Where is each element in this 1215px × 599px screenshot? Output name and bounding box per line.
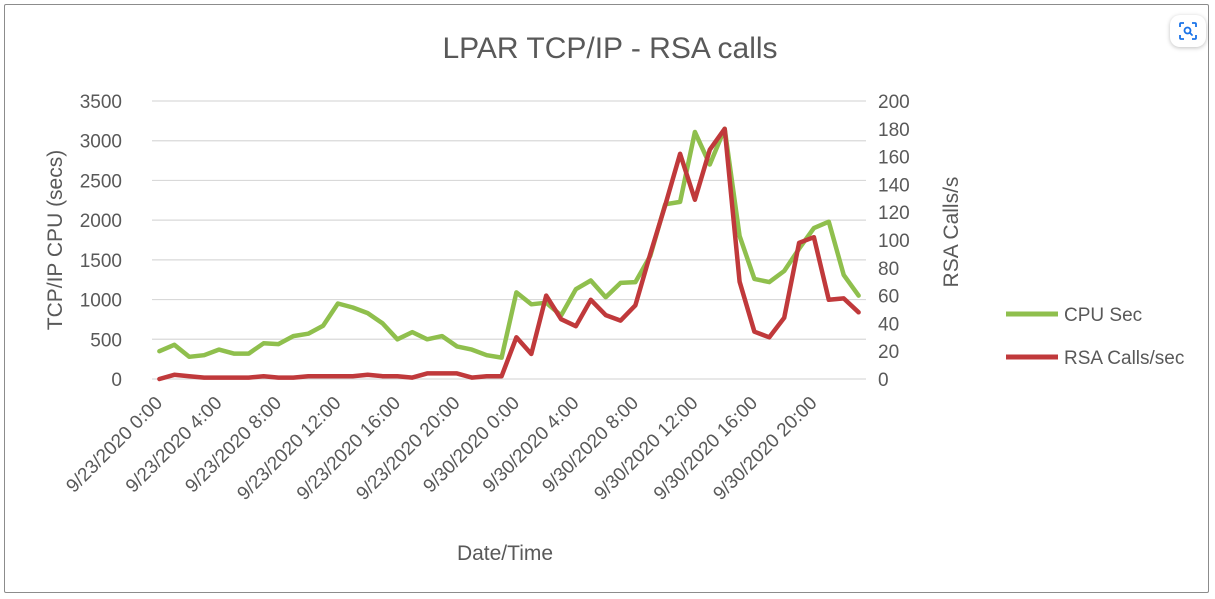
right-axis-tick-label: 100 <box>878 231 910 252</box>
left-axis-tick-label: 3000 <box>80 132 122 153</box>
image-search-icon <box>1178 21 1198 41</box>
x-axis-tick-label: 9/23/2020 12:00 <box>233 393 345 505</box>
series-line-rsa-calls <box>157 126 861 382</box>
x-axis-label: Date/Time <box>457 542 553 565</box>
right-axis-tick-label: 140 <box>878 175 910 196</box>
x-axis-tick-label: 9/23/2020 20:00 <box>352 393 464 505</box>
right-axis-label: RSA Calls/s <box>940 177 963 288</box>
x-axis-tick-label: 9/30/2020 12:00 <box>590 393 702 505</box>
left-axis-tick-label: 2500 <box>80 171 122 192</box>
legend: CPU Sec RSA Calls/sec <box>1006 305 1184 369</box>
series-line-cpu-sec <box>157 126 861 360</box>
right-axis-tick-label: 20 <box>878 342 899 363</box>
x-axis-ticks: 9/23/2020 0:009/23/2020 4:009/23/2020 8:… <box>62 393 821 505</box>
legend-label: RSA Calls/sec <box>1064 348 1184 369</box>
left-axis-tick-label: 500 <box>90 330 122 351</box>
right-axis-tick-label: 0 <box>878 370 889 391</box>
x-axis-tick-label: 9/30/2020 20:00 <box>709 393 821 505</box>
right-axis-tick-label: 80 <box>878 259 899 280</box>
left-axis-ticks: 0 500 1000 1500 2000 2500 3000 3500 <box>80 92 122 391</box>
x-axis-tick-label: 9/30/2020 16:00 <box>650 393 762 505</box>
series-lines <box>157 126 861 382</box>
right-axis-tick-label: 120 <box>878 203 910 224</box>
right-axis-tick-label: 160 <box>878 148 910 169</box>
image-search-button[interactable] <box>1170 15 1206 47</box>
gridlines <box>152 100 866 380</box>
right-axis-tick-label: 40 <box>878 314 899 335</box>
chart-title: LPAR TCP/IP - RSA calls <box>442 32 777 65</box>
left-axis-tick-label: 1500 <box>80 251 122 272</box>
x-axis-tick-label: 9/23/2020 16:00 <box>293 393 405 505</box>
right-axis-tick-label: 200 <box>878 92 910 113</box>
right-axis-tick-label: 60 <box>878 287 899 308</box>
right-axis-ticks: 0 20 40 60 80 100 120 140 160 180 200 <box>878 92 910 391</box>
legend-label: CPU Sec <box>1064 305 1142 326</box>
left-axis-tick-label: 3500 <box>80 92 122 113</box>
left-axis-label: TCP/IP CPU (secs) <box>44 150 67 330</box>
right-axis-tick-label: 180 <box>878 120 910 141</box>
left-axis-tick-label: 2000 <box>80 211 122 232</box>
left-axis-tick-label: 0 <box>111 370 122 391</box>
left-axis-tick-label: 1000 <box>80 291 122 312</box>
